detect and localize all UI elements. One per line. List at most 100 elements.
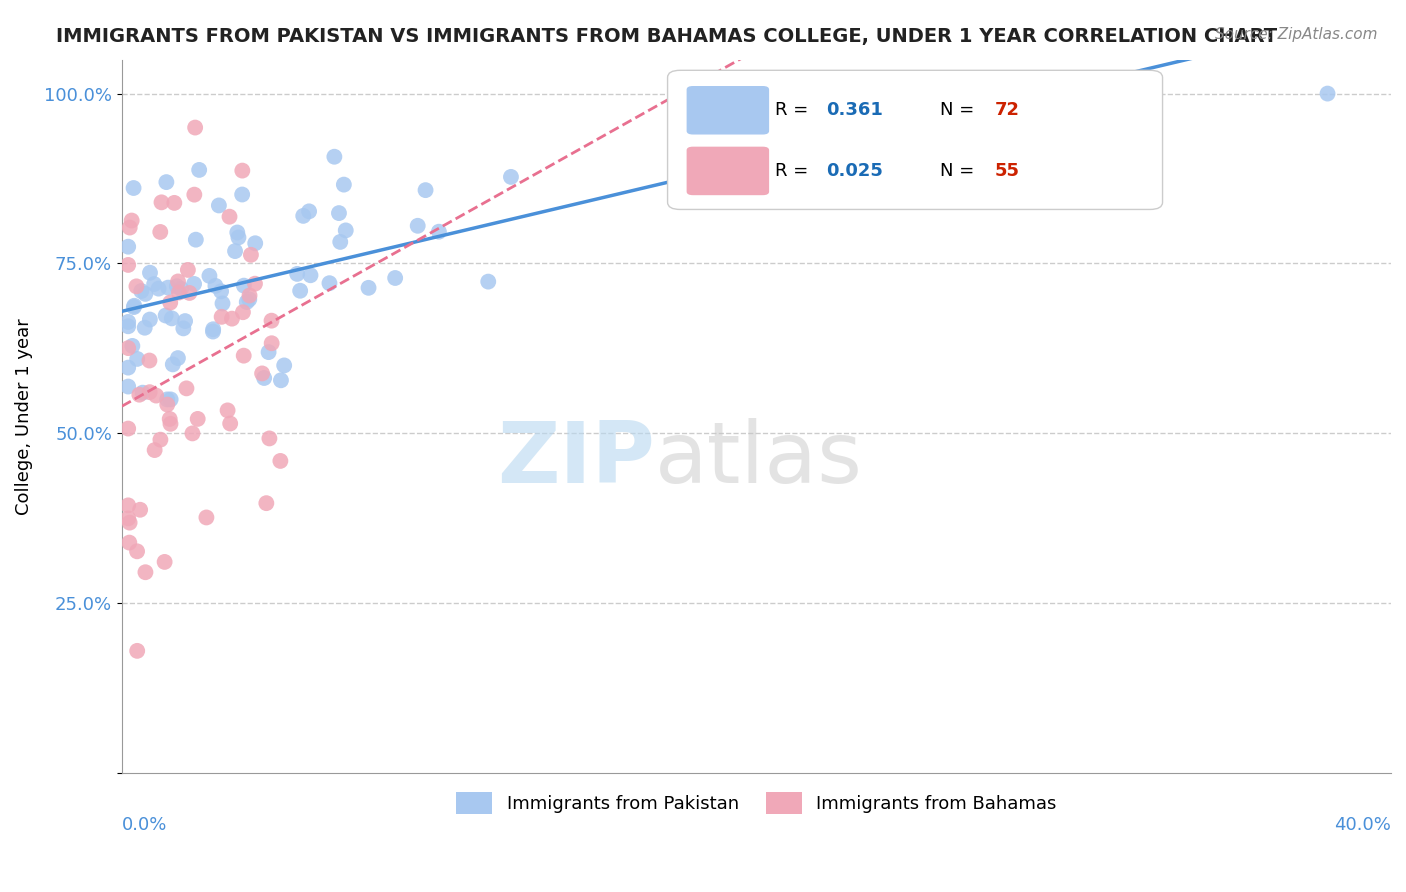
Point [117, 315, 139, 329]
Point [245, 236, 267, 251]
Point [329, 235, 352, 249]
FancyBboxPatch shape [686, 86, 769, 135]
Point [202, 322, 225, 336]
Point [238, 288, 260, 302]
Point [138, 353, 160, 368]
Point [221, 311, 243, 326]
Point [195, 510, 218, 524]
Point [239, 248, 262, 262]
Point [127, 351, 149, 366]
Point [270, 373, 292, 387]
Point [118, 220, 141, 235]
Text: Source: ZipAtlas.com: Source: ZipAtlas.com [1215, 27, 1378, 42]
Point [150, 195, 173, 210]
Text: N =: N = [941, 162, 980, 180]
Point [259, 432, 281, 446]
Point [224, 244, 246, 258]
Point [134, 566, 156, 580]
Point [184, 233, 207, 247]
Text: 0.361: 0.361 [827, 102, 883, 120]
Point [204, 278, 226, 293]
Point [273, 359, 295, 373]
Point [134, 286, 156, 301]
Point [138, 385, 160, 400]
Point [143, 277, 166, 291]
Point [187, 412, 209, 426]
Point [118, 535, 141, 549]
Point [183, 277, 205, 291]
Point [125, 544, 148, 558]
Point [328, 206, 350, 220]
Point [121, 339, 143, 353]
Point [232, 349, 254, 363]
Point [122, 300, 145, 314]
Point [333, 178, 356, 192]
Point [134, 320, 156, 334]
Point [129, 284, 152, 298]
Point [124, 299, 146, 313]
Y-axis label: College, Under 1 year: College, Under 1 year [15, 318, 32, 515]
Point [231, 187, 253, 202]
Point [149, 225, 172, 239]
Text: 40.0%: 40.0% [1334, 816, 1391, 834]
Text: 0.0%: 0.0% [122, 816, 167, 834]
Point [121, 213, 143, 227]
Point [170, 282, 193, 296]
Point [177, 263, 200, 277]
Point [167, 275, 190, 289]
Legend: Immigrants from Pakistan, Immigrants from Bahamas: Immigrants from Pakistan, Immigrants fro… [449, 785, 1064, 822]
Point [260, 336, 283, 351]
Point [335, 223, 357, 237]
Point [129, 502, 152, 516]
Point [298, 204, 321, 219]
Point [226, 226, 249, 240]
Point [117, 258, 139, 272]
Point [208, 198, 231, 212]
Point [323, 150, 346, 164]
Point [218, 210, 240, 224]
Point [183, 187, 205, 202]
Point [198, 268, 221, 283]
Point [427, 225, 450, 239]
Point [384, 271, 406, 285]
Point [172, 321, 194, 335]
Point [1316, 87, 1339, 101]
Point [117, 360, 139, 375]
Point [117, 379, 139, 393]
Text: ZIP: ZIP [498, 417, 655, 500]
Point [217, 403, 239, 417]
Point [125, 279, 148, 293]
Text: 0.025: 0.025 [827, 162, 883, 180]
Point [160, 311, 183, 326]
Point [167, 285, 190, 300]
Point [260, 313, 283, 327]
Point [232, 305, 254, 319]
Point [477, 275, 499, 289]
Point [159, 295, 181, 310]
Point [122, 181, 145, 195]
Point [117, 421, 139, 435]
Point [131, 385, 153, 400]
Point [166, 279, 188, 293]
Point [668, 92, 690, 106]
Point [176, 381, 198, 395]
Point [299, 268, 322, 283]
Point [269, 454, 291, 468]
Text: atlas: atlas [655, 417, 863, 500]
Point [211, 310, 233, 324]
Point [236, 295, 259, 310]
Point [179, 285, 201, 300]
Text: R =: R = [776, 162, 814, 180]
Point [219, 417, 242, 431]
Point [159, 417, 181, 431]
Point [117, 319, 139, 334]
Point [155, 175, 177, 189]
Text: 72: 72 [995, 102, 1019, 120]
FancyBboxPatch shape [686, 146, 769, 195]
Point [499, 169, 522, 184]
Point [250, 367, 273, 381]
Point [145, 388, 167, 402]
Point [243, 277, 266, 291]
Point [292, 209, 315, 223]
Point [117, 341, 139, 355]
